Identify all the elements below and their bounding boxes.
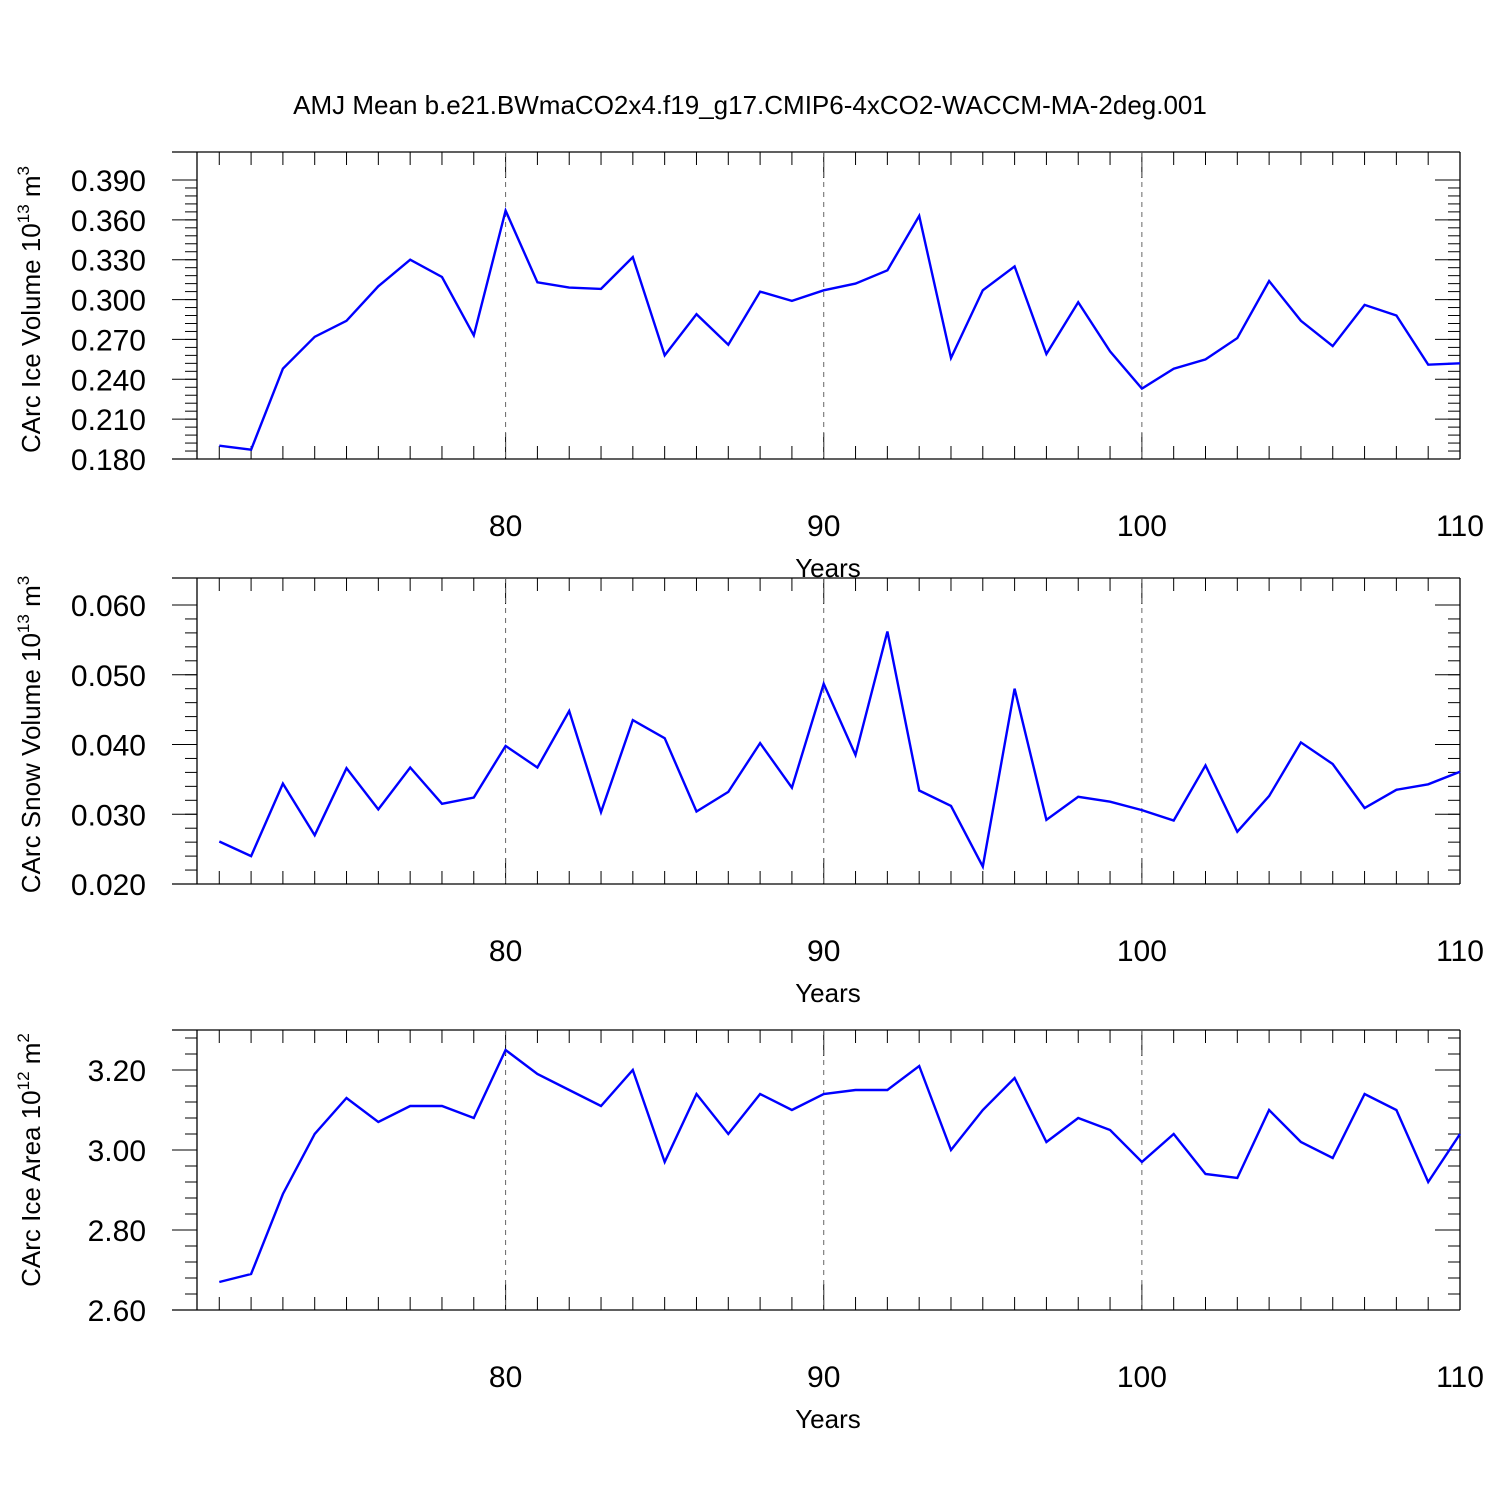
x-tick-label: 100 — [1117, 935, 1167, 968]
y-tick-label: 0.240 — [71, 364, 146, 397]
chart-panel-1: 80 90 100 110Years0.1800.2100.2400.2700.300… — [14, 151, 1484, 583]
y-axis-label: CArc Ice Volume 1013 m3 — [14, 166, 46, 453]
y-tick-label: 0.390 — [71, 165, 146, 198]
y-tick-label: 2.80 — [88, 1215, 146, 1248]
figure-title: AMJ Mean b.e21.BWmaCO2x4.f19_g17.CMIP6-4… — [293, 90, 1207, 120]
panels: 80 90 100 110 Years 0.180 0.210 0.240 0.270 0.300… — [14, 151, 1484, 1434]
y-axis-label: CArc Snow Volume 1013 m3 — [14, 576, 46, 893]
y-tick-label: 0.040 — [71, 730, 146, 763]
x-tick-label: 110 — [1436, 1361, 1484, 1394]
series-line-1 — [219, 206, 1461, 452]
y-tick-label: 3.20 — [88, 1055, 146, 1088]
y-axis-label: CArc Ice Area 1012 m2 — [14, 1033, 46, 1287]
y-tick-label: 3.00 — [88, 1135, 146, 1168]
x-tick-label: 80 — [489, 510, 522, 543]
x-tick-label: 90 — [807, 510, 840, 543]
x-tick-label: 110 — [1436, 510, 1484, 543]
y-tick-label: 0.300 — [71, 285, 146, 318]
y-tick-label: 0.050 — [71, 660, 146, 693]
x-tick-label: 90 — [807, 1361, 840, 1394]
y-tick-label: 0.180 — [71, 444, 146, 477]
y-tick-label: 0.210 — [71, 404, 146, 437]
x-tick-label: 110 — [1436, 935, 1484, 968]
y-tick-label: 0.060 — [71, 590, 146, 623]
series-line-1 — [218, 631, 1461, 871]
y-tick-label: 0.020 — [71, 869, 146, 902]
x-tick-label: 80 — [489, 1361, 522, 1394]
chart-panel-2: 80 90 100 110 Years 0.020 0.030 0.040 0.050 0.060… — [14, 576, 1484, 1008]
x-axis-label: Years — [795, 978, 861, 1008]
y-tick-label: 0.360 — [71, 205, 146, 238]
x-tick-label: 100 — [1117, 510, 1167, 543]
y-tick-label: 0.330 — [71, 245, 146, 278]
y-tick-label: 0.030 — [71, 799, 146, 832]
x-tick-label: 90 — [807, 935, 840, 968]
x-tick-label: 100 — [1117, 1361, 1167, 1394]
y-tick-label: 0.270 — [71, 324, 146, 357]
x-tick-label: 80 — [489, 935, 522, 968]
x-axis-label: Years — [795, 1404, 861, 1434]
y-tick-label: 2.60 — [88, 1295, 146, 1328]
series-line-1 — [219, 1048, 1462, 1284]
chart-panel-3: 80 90 100 110 Years 2.60 2.80 3.00 3.20 CArc Ice … — [14, 1029, 1484, 1434]
